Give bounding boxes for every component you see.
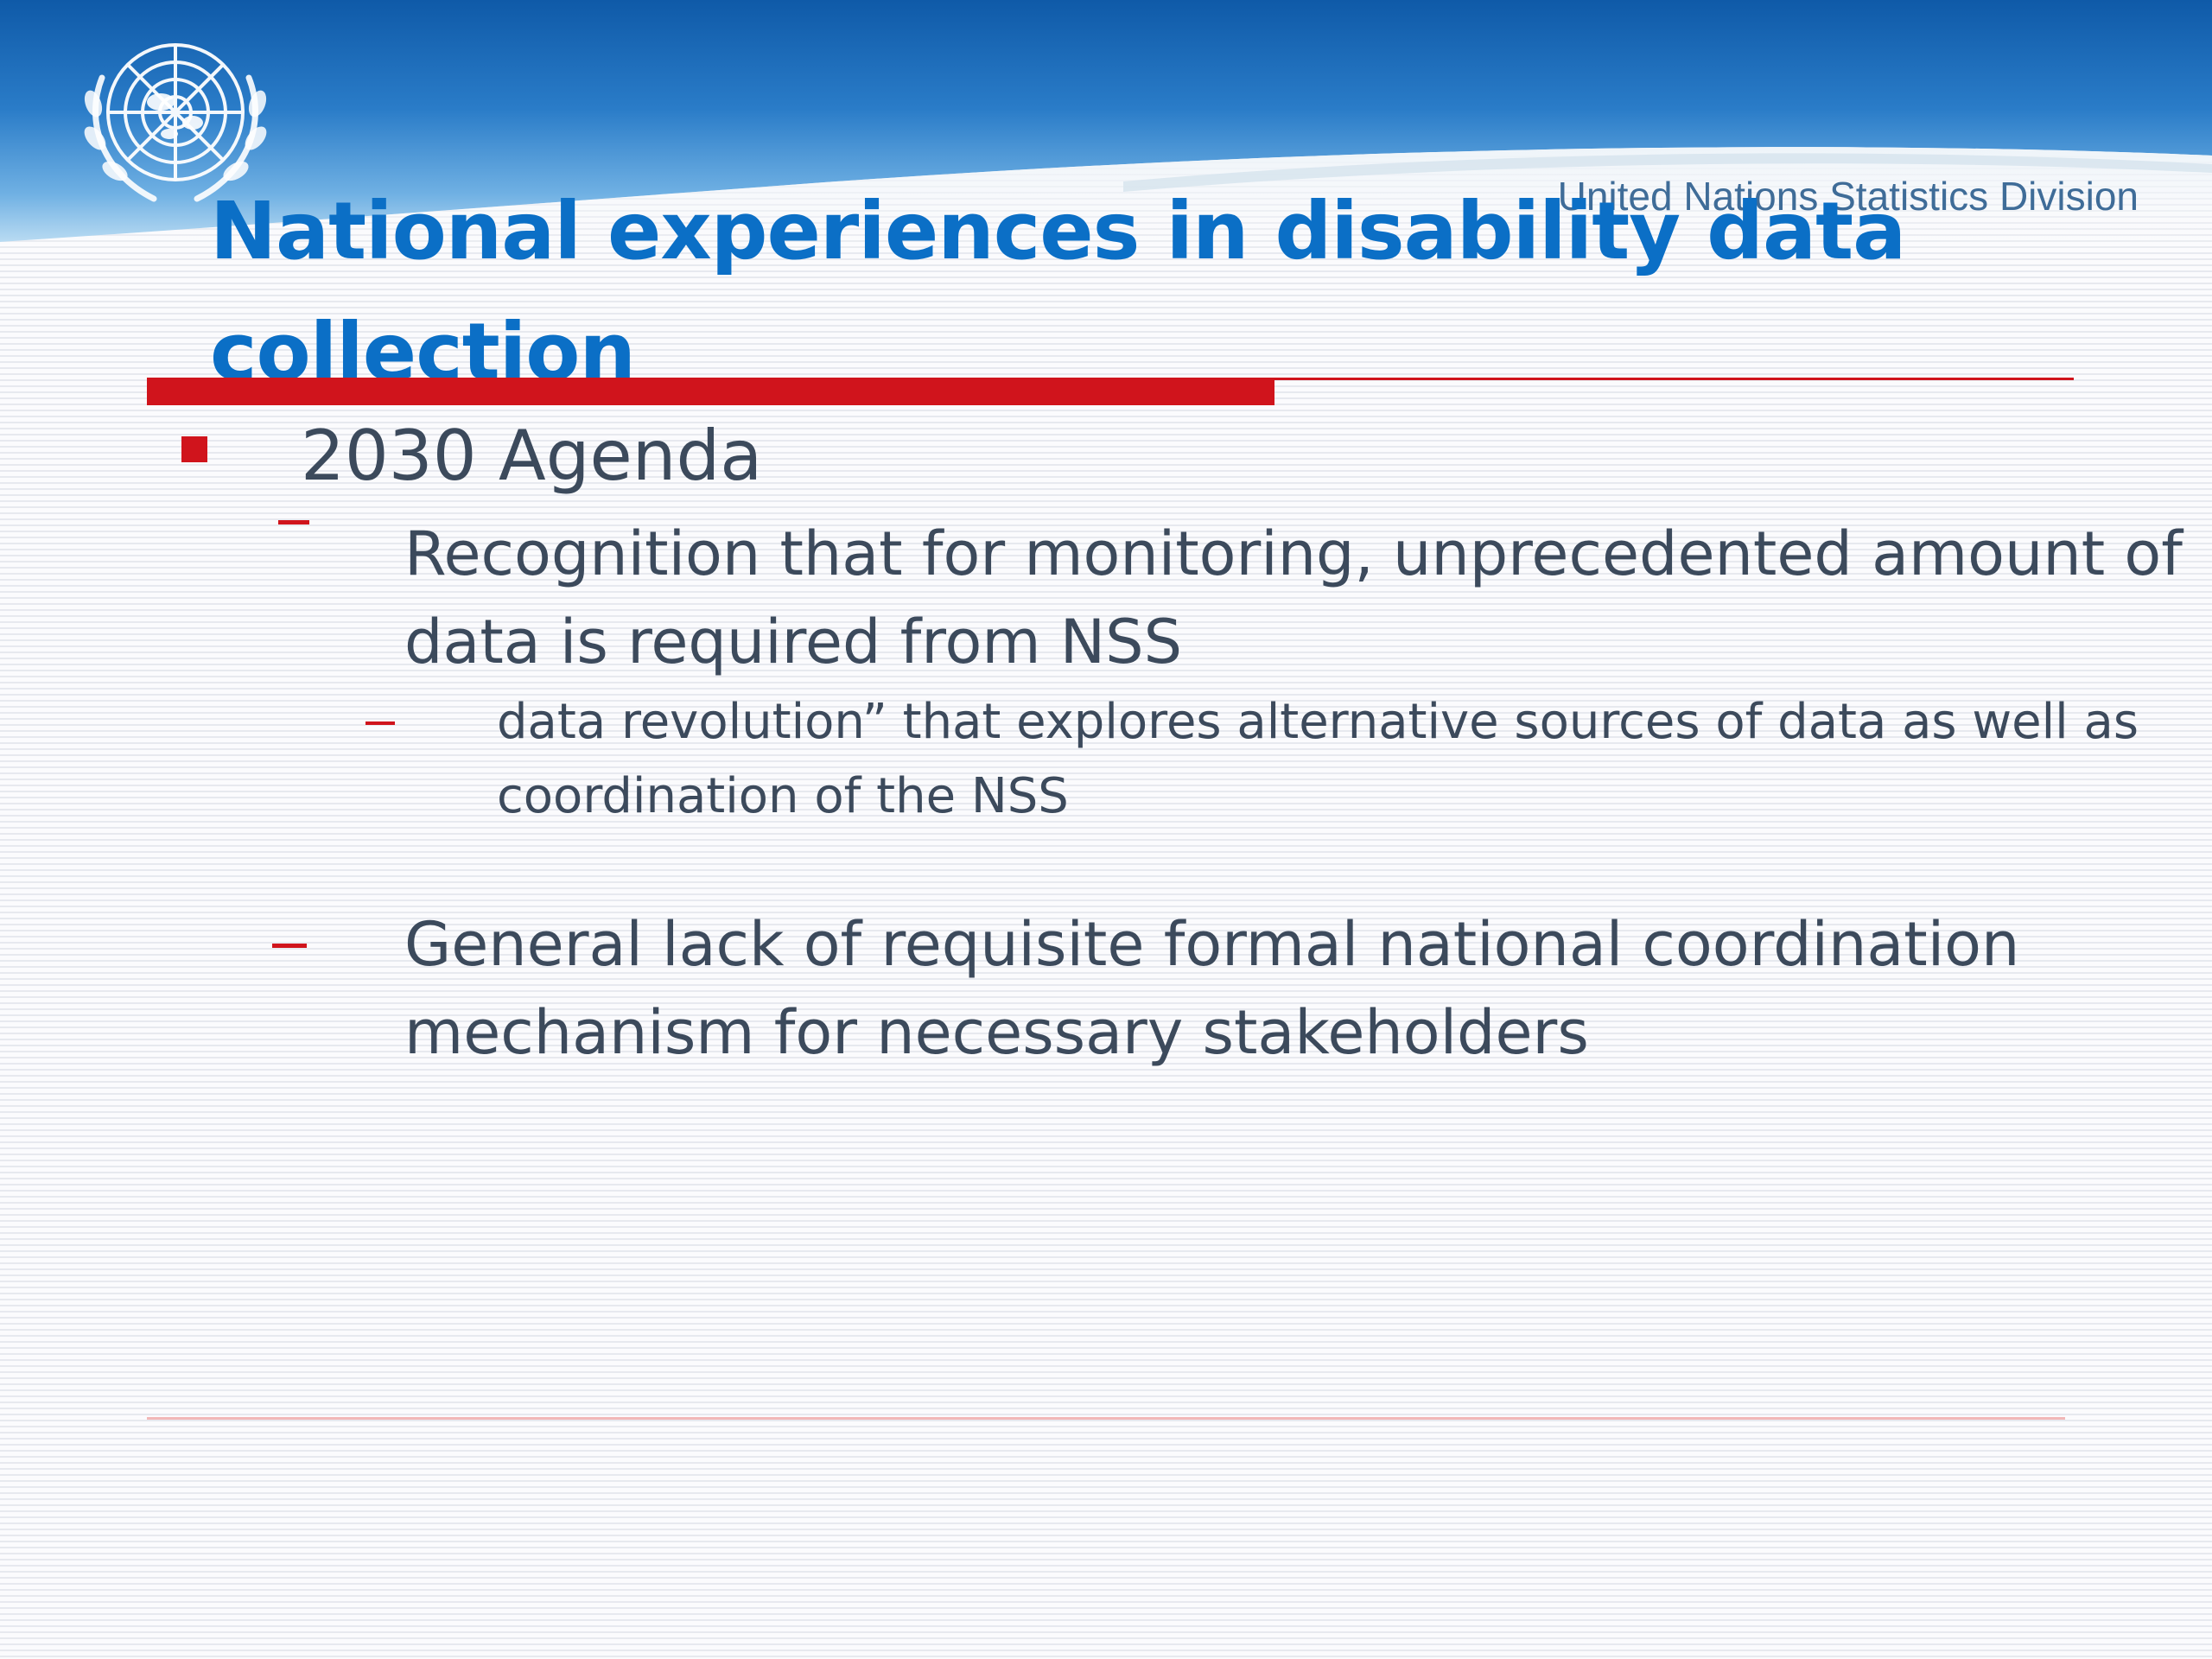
bullet-dash-icon bbox=[272, 944, 307, 948]
org-name: United Nations Statistics Division bbox=[1557, 174, 2139, 219]
header-band bbox=[0, 0, 2212, 259]
slide-title: National experiences in disability data … bbox=[210, 171, 1938, 413]
slide-title-line1: National experiences in disability data bbox=[210, 185, 1906, 277]
footer-divider bbox=[147, 1417, 2065, 1420]
bullet-level2-coordination: General lack of requisite formal nationa… bbox=[404, 909, 2020, 1068]
bullet-level3-data-revolution: data revolution” that explores alternati… bbox=[497, 694, 2139, 824]
bullet-level2-recognition: Recognition that for monitoring, unprece… bbox=[404, 518, 2183, 677]
bullet-level1-2030-agenda: 2030 Agenda bbox=[301, 416, 763, 496]
bullet-dash-icon bbox=[365, 721, 395, 725]
un-emblem-icon bbox=[67, 26, 283, 216]
bullet-dash-icon bbox=[278, 520, 309, 524]
bullet-square-icon bbox=[181, 436, 207, 462]
title-divider-thick bbox=[147, 378, 1274, 405]
